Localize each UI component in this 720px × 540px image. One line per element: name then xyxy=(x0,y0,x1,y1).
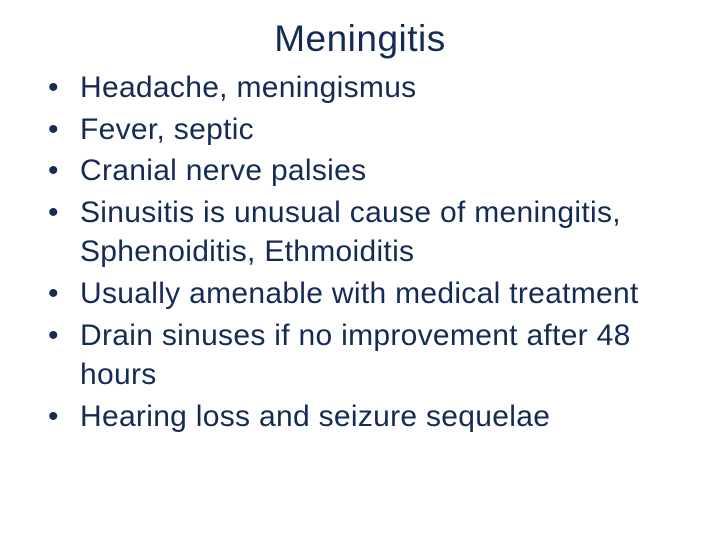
list-item: Sinusitis is unusual cause of meningitis… xyxy=(48,193,690,272)
list-item: Usually amenable with medical treatment xyxy=(48,274,690,314)
list-item: Drain sinuses if no improvement after 48… xyxy=(48,316,690,395)
slide-container: Meningitis Headache, meningismus Fever, … xyxy=(0,0,720,540)
slide-title: Meningitis xyxy=(30,18,690,60)
bullet-list: Headache, meningismus Fever, septic Cran… xyxy=(30,68,690,436)
list-item: Fever, septic xyxy=(48,110,690,150)
list-item: Cranial nerve palsies xyxy=(48,151,690,191)
list-item: Hearing loss and seizure sequelae xyxy=(48,397,690,437)
list-item: Headache, meningismus xyxy=(48,68,690,108)
